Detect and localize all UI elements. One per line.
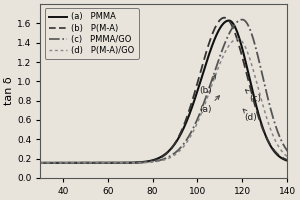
- Text: (a): (a): [200, 96, 220, 114]
- Text: (c): (c): [245, 90, 261, 103]
- Text: (d): (d): [243, 109, 257, 122]
- Legend: (a)   PMMA, (b)   P(M-A), (c)   PMMA/GO, (d)   P(M-A)/GO: (a) PMMA, (b) P(M-A), (c) PMMA/GO, (d) P…: [44, 8, 139, 59]
- Y-axis label: tan δ: tan δ: [4, 77, 14, 105]
- Text: (b): (b): [200, 75, 216, 95]
